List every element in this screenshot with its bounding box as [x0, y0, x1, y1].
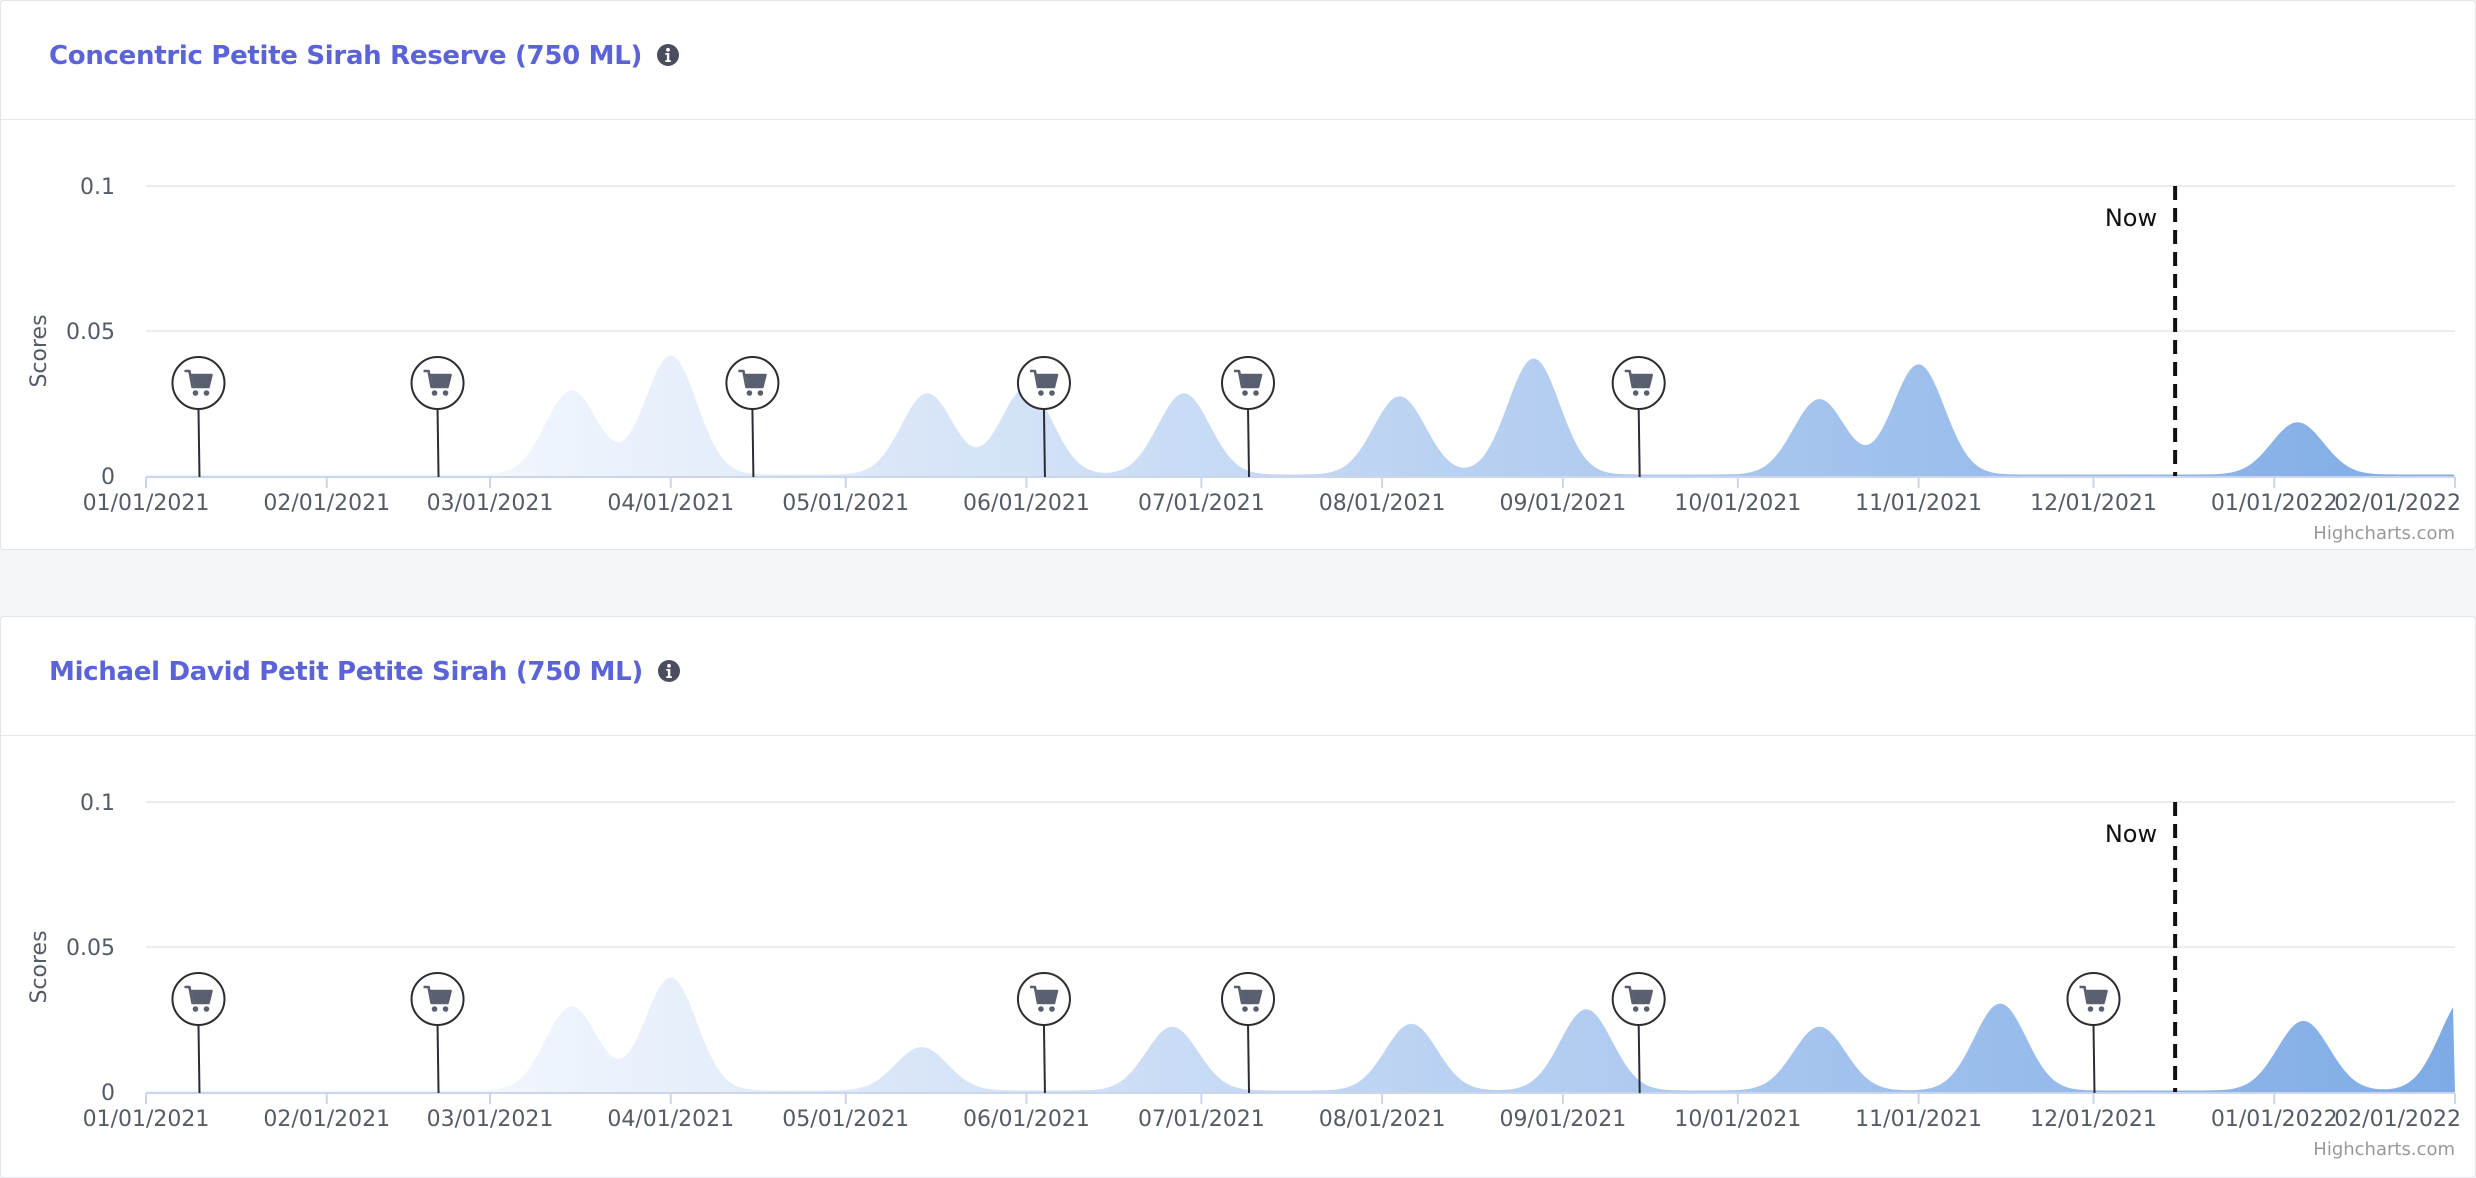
- highcharts-credit-link[interactable]: Highcharts.com: [2313, 523, 2455, 544]
- score-peak-point: [2301, 1020, 2305, 1024]
- shopping-cart-icon: [423, 369, 452, 396]
- cart-marker[interactable]: [171, 972, 226, 1094]
- score-peak-point: [1817, 1026, 1821, 1030]
- x-tick-label: 05/01/2021: [782, 491, 909, 516]
- y-tick-label: 0: [101, 1081, 115, 1106]
- x-tick-label: 02/01/2021: [263, 491, 390, 516]
- card-header: Michael David Petit Petite Sirah (750 ML…: [1, 617, 2475, 736]
- x-tick-label: 03/01/2021: [427, 1107, 554, 1132]
- x-tick-label: 07/01/2021: [1138, 491, 1265, 516]
- shopping-cart-icon: [1624, 985, 1653, 1012]
- shopping-cart-icon: [2079, 985, 2108, 1012]
- score-peak-point: [669, 977, 673, 981]
- cart-marker[interactable]: [1016, 972, 1071, 1094]
- chart-card-1: Concentric Petite Sirah Reserve (750 ML)…: [0, 0, 2476, 550]
- y-tick-label: 0: [101, 465, 115, 490]
- score-peak-point: [1584, 1009, 1588, 1013]
- x-tick-label: 10/01/2021: [1674, 1107, 1801, 1132]
- score-peak-point: [1532, 358, 1536, 362]
- x-tick-label: 04/01/2021: [607, 1107, 734, 1132]
- score-peak-point: [2465, 994, 2469, 998]
- score-peak-point: [570, 1006, 574, 1010]
- cart-marker[interactable]: [410, 356, 465, 478]
- cart-marker[interactable]: [1611, 356, 1666, 478]
- x-tick-label: 08/01/2021: [1319, 1107, 1446, 1132]
- y-axis-title: Scores: [27, 930, 52, 1003]
- x-tick-label: 01/01/2022: [2211, 491, 2338, 516]
- info-icon[interactable]: [657, 659, 681, 683]
- score-peak-point: [919, 1047, 923, 1051]
- chart-card-2: Michael David Petit Petite Sirah (750 ML…: [0, 616, 2476, 1178]
- shopping-cart-icon: [738, 369, 767, 396]
- score-peak-point: [925, 393, 929, 397]
- shopping-cart-icon: [1029, 985, 1059, 1012]
- x-tick-label: 06/01/2021: [963, 491, 1090, 516]
- x-tick-label: 03/01/2021: [427, 491, 554, 516]
- cart-marker[interactable]: [725, 356, 780, 478]
- shopping-cart-icon: [1029, 369, 1059, 396]
- shopping-cart-icon: [184, 369, 213, 396]
- shopping-cart-icon: [184, 985, 213, 1012]
- score-peak-point: [669, 355, 673, 359]
- x-tick-label: 01/01/2021: [83, 491, 210, 516]
- shopping-cart-icon: [1234, 985, 1263, 1012]
- x-tick-label: 02/01/2022: [2334, 491, 2461, 516]
- y-tick-label: 0.05: [66, 936, 115, 961]
- x-tick-label: 05/01/2021: [782, 1107, 909, 1132]
- y-tick-label: 0.1: [80, 175, 115, 200]
- x-tick-label: 09/01/2021: [1499, 1107, 1626, 1132]
- shopping-cart-icon: [423, 985, 452, 1012]
- cart-marker[interactable]: [1221, 356, 1276, 478]
- x-tick-label: 12/01/2021: [2030, 491, 2157, 516]
- score-peak-point: [1170, 1026, 1174, 1030]
- x-tick-label: 10/01/2021: [1674, 491, 1801, 516]
- info-icon[interactable]: [656, 43, 680, 67]
- highcharts-credit-link[interactable]: Highcharts.com: [2313, 1139, 2455, 1160]
- x-tick-label: 07/01/2021: [1138, 1107, 1265, 1132]
- score-chart: 01/01/2021 02/01/2021 03/01/2021 04/01/2021…: [27, 175, 2461, 544]
- score-area: [146, 977, 2455, 1092]
- x-tick-label: 08/01/2021: [1319, 491, 1446, 516]
- score-peak-point: [1409, 1023, 1413, 1027]
- now-label: Now: [2105, 820, 2157, 848]
- card-title: Concentric Petite Sirah Reserve (750 ML): [49, 41, 680, 71]
- x-tick-label: 01/01/2022: [2211, 1107, 2338, 1132]
- x-tick-label: 02/01/2021: [263, 1107, 390, 1132]
- score-chart: 01/01/2021 02/01/2021 03/01/2021 04/01/2021…: [27, 791, 2469, 1160]
- score-peak-point: [1998, 1003, 2002, 1007]
- x-tick-label: 04/01/2021: [607, 491, 734, 516]
- y-axis-title: Scores: [27, 314, 52, 387]
- card-header: Concentric Petite Sirah Reserve (750 ML): [1, 1, 2475, 120]
- x-tick-label: 06/01/2021: [963, 1107, 1090, 1132]
- cart-marker[interactable]: [2066, 972, 2121, 1094]
- cart-marker[interactable]: [410, 972, 465, 1094]
- x-tick-label: 01/01/2021: [83, 1107, 210, 1132]
- card-title: Michael David Petit Petite Sirah (750 ML…: [49, 657, 681, 687]
- score-peak-point: [570, 390, 574, 394]
- shopping-cart-icon: [1624, 369, 1653, 396]
- cart-marker[interactable]: [1016, 356, 1071, 478]
- score-peak-point: [1398, 396, 1402, 400]
- cart-marker[interactable]: [1611, 972, 1666, 1094]
- now-label: Now: [2105, 204, 2157, 232]
- x-tick-label: 11/01/2021: [1855, 1107, 1982, 1132]
- score-peak-point: [1817, 399, 1821, 403]
- score-peak-point: [1917, 364, 1921, 368]
- x-tick-label: 11/01/2021: [1855, 491, 1982, 516]
- y-tick-label: 0.05: [66, 320, 115, 345]
- card-title-text: Michael David Petit Petite Sirah (750 ML…: [49, 657, 643, 687]
- score-peak-point: [1182, 393, 1186, 397]
- x-tick-label: 09/01/2021: [1499, 491, 1626, 516]
- card-title-text: Concentric Petite Sirah Reserve (750 ML): [49, 41, 643, 71]
- x-tick-label: 02/01/2022: [2334, 1107, 2461, 1132]
- score-peak-point: [2296, 422, 2300, 426]
- shopping-cart-icon: [1234, 369, 1263, 396]
- cart-marker[interactable]: [1221, 972, 1276, 1094]
- cart-marker[interactable]: [171, 356, 226, 478]
- score-area: [146, 355, 2455, 476]
- x-tick-label: 12/01/2021: [2030, 1107, 2157, 1132]
- y-tick-label: 0.1: [80, 791, 115, 816]
